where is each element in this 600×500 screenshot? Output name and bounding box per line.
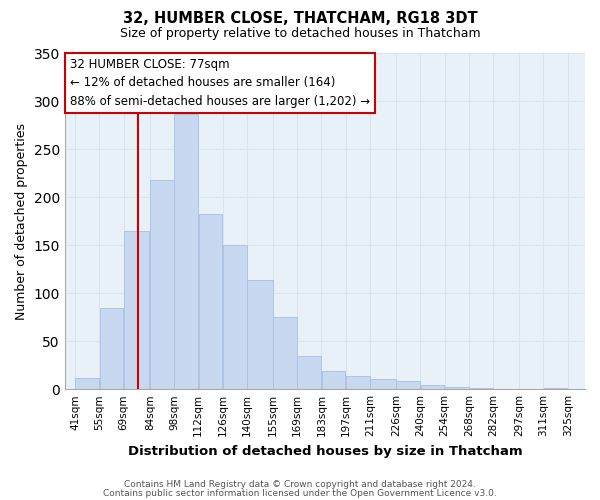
Text: Contains public sector information licensed under the Open Government Licence v3: Contains public sector information licen…	[103, 488, 497, 498]
Text: Size of property relative to detached houses in Thatcham: Size of property relative to detached ho…	[119, 28, 481, 40]
Bar	[76, 378, 99, 389]
Bar	[100, 308, 124, 389]
Text: 32 HUMBER CLOSE: 77sqm
← 12% of detached houses are smaller (164)
88% of semi-de: 32 HUMBER CLOSE: 77sqm ← 12% of detached…	[70, 58, 370, 108]
Bar	[370, 378, 396, 389]
X-axis label: Distribution of detached houses by size in Thatcham: Distribution of detached houses by size …	[128, 444, 522, 458]
Bar	[223, 245, 247, 389]
Bar	[445, 388, 469, 389]
Bar	[469, 388, 493, 389]
Bar	[124, 230, 149, 389]
Y-axis label: Number of detached properties: Number of detached properties	[15, 122, 28, 320]
Bar	[346, 376, 370, 389]
Bar	[199, 214, 223, 389]
Bar	[150, 180, 174, 389]
Bar	[174, 114, 198, 389]
Text: Contains HM Land Registry data © Crown copyright and database right 2024.: Contains HM Land Registry data © Crown c…	[124, 480, 476, 489]
Bar	[247, 280, 272, 389]
Bar	[396, 382, 420, 389]
Bar	[322, 371, 346, 389]
Bar	[298, 356, 321, 389]
Text: 32, HUMBER CLOSE, THATCHAM, RG18 3DT: 32, HUMBER CLOSE, THATCHAM, RG18 3DT	[122, 11, 478, 26]
Bar	[273, 317, 297, 389]
Bar	[421, 386, 444, 389]
Bar	[544, 388, 568, 389]
